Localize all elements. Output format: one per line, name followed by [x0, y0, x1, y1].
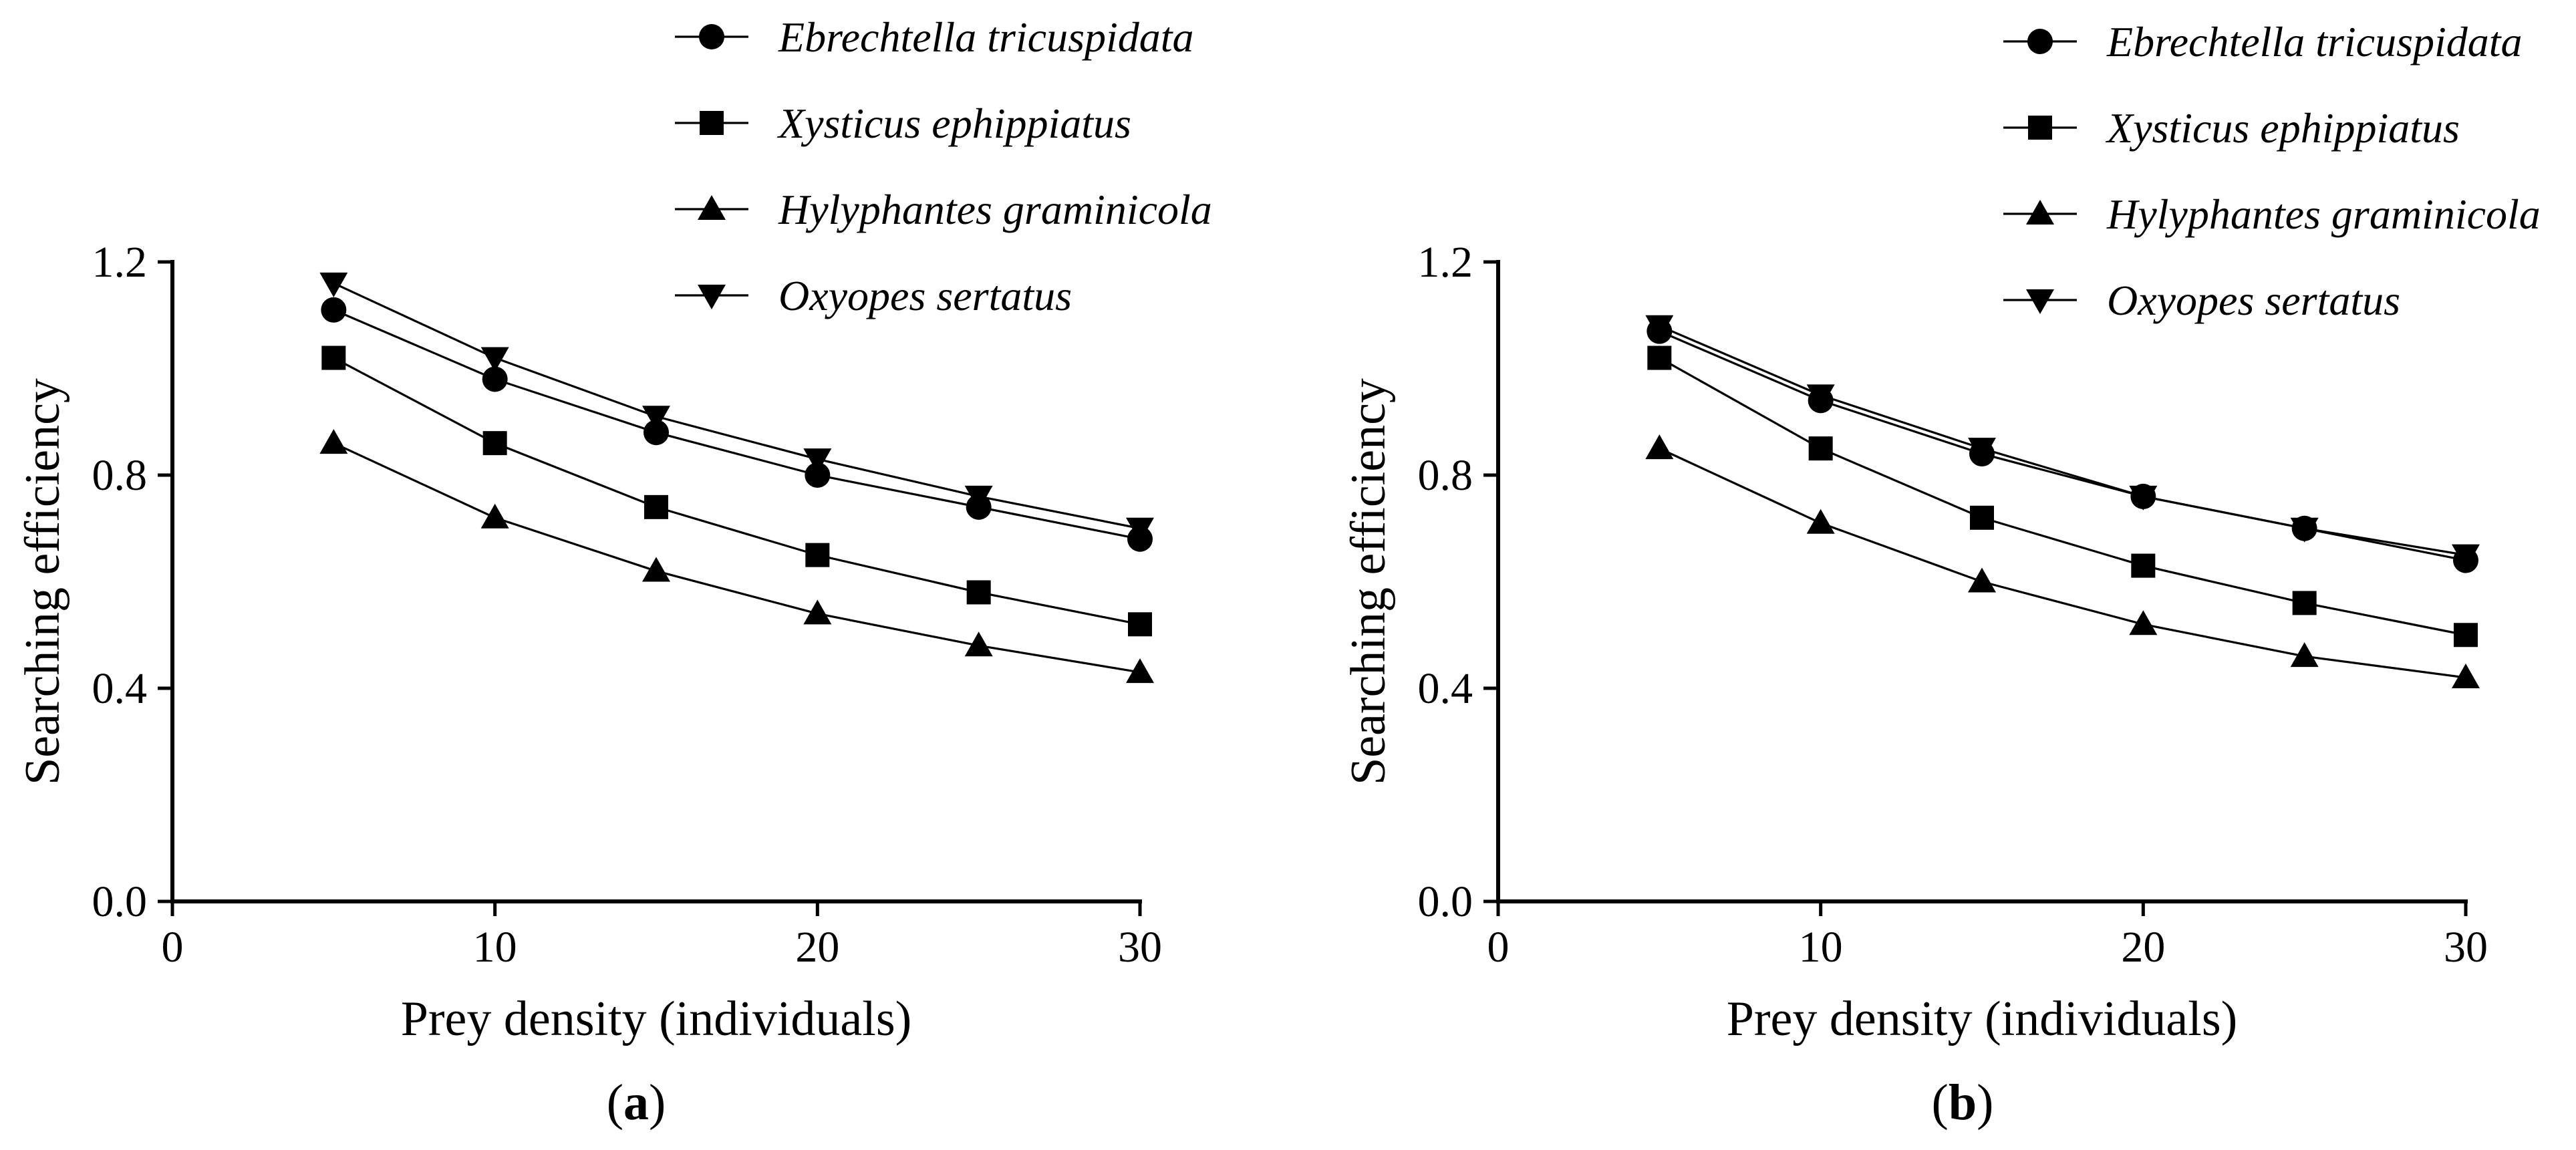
series-line-xysticus-ephippiatus	[1659, 357, 2466, 636]
data-point-xysticus-ephippiatus	[321, 345, 346, 370]
legend-label: Ebrechtella tricuspidata	[778, 13, 1194, 61]
chart-panel-a: 0.0 0.4 0.8 1.2 0 10 20 30 Prey density (individ…	[15, 13, 1212, 1131]
legend-label: Hylyphantes graminicola	[778, 186, 1212, 233]
x-axis-title: Prey density (individuals)	[1727, 992, 2238, 1046]
data-point-hylyphantes-graminicola	[480, 503, 509, 529]
y-tick-label: 1.2	[92, 238, 148, 287]
data-point-hylyphantes-graminicola	[803, 599, 832, 625]
x-tick-label: 30	[1118, 923, 1162, 972]
panel-label: (a)	[607, 1074, 666, 1131]
data-point-oxyopes-sertatus	[1806, 384, 1835, 410]
legend-entry-hylyphantes-graminicola: Hylyphantes graminicola	[675, 186, 1212, 233]
chart-panel-b: 0.0 0.4 0.8 1.2 0 10 20 30 Prey density (individ…	[1341, 18, 2541, 1131]
data-point-ebrechtella-tricuspidata	[805, 462, 831, 488]
data-point-ebrechtella-tricuspidata	[482, 366, 508, 392]
series-line-hylyphantes-graminicola	[333, 442, 1141, 674]
y-axis-title: Searching efficiency	[15, 378, 70, 785]
data-point-xysticus-ephippiatus	[1970, 505, 1994, 530]
data-point-oxyopes-sertatus	[480, 347, 509, 372]
legend-label: Xysticus ephippiatus	[2105, 104, 2460, 152]
data-point-xysticus-ephippiatus	[644, 494, 668, 519]
legend-marker	[698, 285, 726, 309]
data-point-xysticus-ephippiatus	[1128, 612, 1152, 637]
data-point-ebrechtella-tricuspidata	[321, 297, 347, 323]
x-axis-title: Prey density (individuals)	[401, 992, 912, 1046]
legend-marker	[699, 24, 724, 49]
legend-label: Xysticus ephippiatus	[776, 100, 1131, 147]
x-tick-label: 10	[1799, 923, 1843, 972]
data-point-oxyopes-sertatus	[2129, 485, 2158, 511]
legend-entry-ebrechtella-tricuspidata: Ebrechtella tricuspidata	[675, 13, 1194, 61]
series-line-oxyopes-sertatus	[333, 282, 1141, 530]
data-point-ebrechtella-tricuspidata	[643, 420, 669, 446]
data-point-oxyopes-sertatus	[964, 485, 993, 511]
series-line-oxyopes-sertatus	[1659, 325, 2466, 557]
data-point-hylyphantes-graminicola	[2129, 610, 2158, 635]
legend-marker	[700, 111, 724, 135]
data-point-xysticus-ephippiatus	[1808, 436, 1833, 461]
data-point-oxyopes-sertatus	[319, 272, 348, 297]
y-tick-label: 0.4	[1418, 664, 1473, 713]
legend-marker	[698, 195, 726, 220]
series-line-xysticus-ephippiatus	[333, 357, 1141, 625]
legend-label: Hylyphantes graminicola	[2106, 190, 2541, 238]
legend-entry-oxyopes-sertatus: Oxyopes sertatus	[2003, 277, 2400, 324]
y-tick-label: 1.2	[1418, 238, 1473, 287]
data-point-xysticus-ephippiatus	[2292, 591, 2317, 615]
legend-entry-xysticus-ephippiatus: Xysticus ephippiatus	[675, 100, 1131, 147]
series-line-hylyphantes-graminicola	[1659, 447, 2466, 679]
x-tick-label: 10	[473, 923, 517, 972]
x-tick-label: 30	[2444, 923, 2488, 972]
legend-marker	[2028, 116, 2052, 140]
data-point-hylyphantes-graminicola	[1645, 434, 1674, 460]
series-line-ebrechtella-tricuspidata	[1659, 330, 2466, 562]
data-point-xysticus-ephippiatus	[805, 543, 830, 567]
data-point-xysticus-ephippiatus	[2454, 623, 2478, 648]
data-point-hylyphantes-graminicola	[642, 557, 670, 582]
legend-marker	[2027, 29, 2053, 54]
x-tick-label: 20	[795, 923, 839, 972]
data-point-hylyphantes-graminicola	[1968, 567, 1996, 593]
data-point-xysticus-ephippiatus	[2131, 553, 2156, 578]
legend-marker	[2026, 289, 2054, 314]
y-tick-label: 0.8	[1418, 451, 1473, 500]
data-point-oxyopes-sertatus	[1126, 517, 1154, 543]
y-axis-title: Searching efficiency	[1341, 378, 1396, 785]
legend-label: Ebrechtella tricuspidata	[2106, 18, 2523, 65]
data-point-oxyopes-sertatus	[1645, 315, 1674, 340]
panel-label: (b)	[1932, 1074, 1994, 1131]
data-point-oxyopes-sertatus	[1968, 438, 1996, 463]
data-point-xysticus-ephippiatus	[966, 580, 991, 605]
legend-entry-ebrechtella-tricuspidata: Ebrechtella tricuspidata	[2003, 18, 2523, 65]
data-point-xysticus-ephippiatus	[482, 431, 507, 456]
y-tick-label: 0.0	[1418, 877, 1473, 926]
x-tick-label: 0	[162, 923, 184, 972]
data-point-oxyopes-sertatus	[2290, 517, 2319, 543]
legend-label: Oxyopes sertatus	[778, 272, 1072, 319]
y-tick-label: 0.0	[92, 877, 148, 926]
data-point-hylyphantes-graminicola	[1126, 658, 1154, 684]
legend-entry-oxyopes-sertatus: Oxyopes sertatus	[675, 272, 1072, 319]
series-line-ebrechtella-tricuspidata	[333, 309, 1141, 541]
data-point-hylyphantes-graminicola	[2452, 664, 2480, 689]
y-tick-label: 0.4	[92, 664, 148, 713]
y-tick-label: 0.8	[92, 451, 148, 500]
data-point-hylyphantes-graminicola	[964, 631, 993, 657]
x-tick-label: 0	[1487, 923, 1510, 972]
legend-entry-hylyphantes-graminicola: Hylyphantes graminicola	[2003, 190, 2541, 238]
data-point-oxyopes-sertatus	[642, 406, 670, 431]
legend-label: Oxyopes sertatus	[2107, 277, 2400, 324]
data-point-oxyopes-sertatus	[803, 448, 832, 474]
legend-marker	[2026, 200, 2054, 225]
legend-entry-xysticus-ephippiatus: Xysticus ephippiatus	[2003, 104, 2460, 152]
data-point-hylyphantes-graminicola	[1806, 509, 1835, 534]
data-point-oxyopes-sertatus	[2452, 544, 2480, 569]
data-point-hylyphantes-graminicola	[319, 429, 348, 454]
data-point-hylyphantes-graminicola	[2290, 642, 2319, 668]
x-tick-label: 20	[2121, 923, 2165, 972]
data-point-xysticus-ephippiatus	[1647, 345, 1672, 370]
